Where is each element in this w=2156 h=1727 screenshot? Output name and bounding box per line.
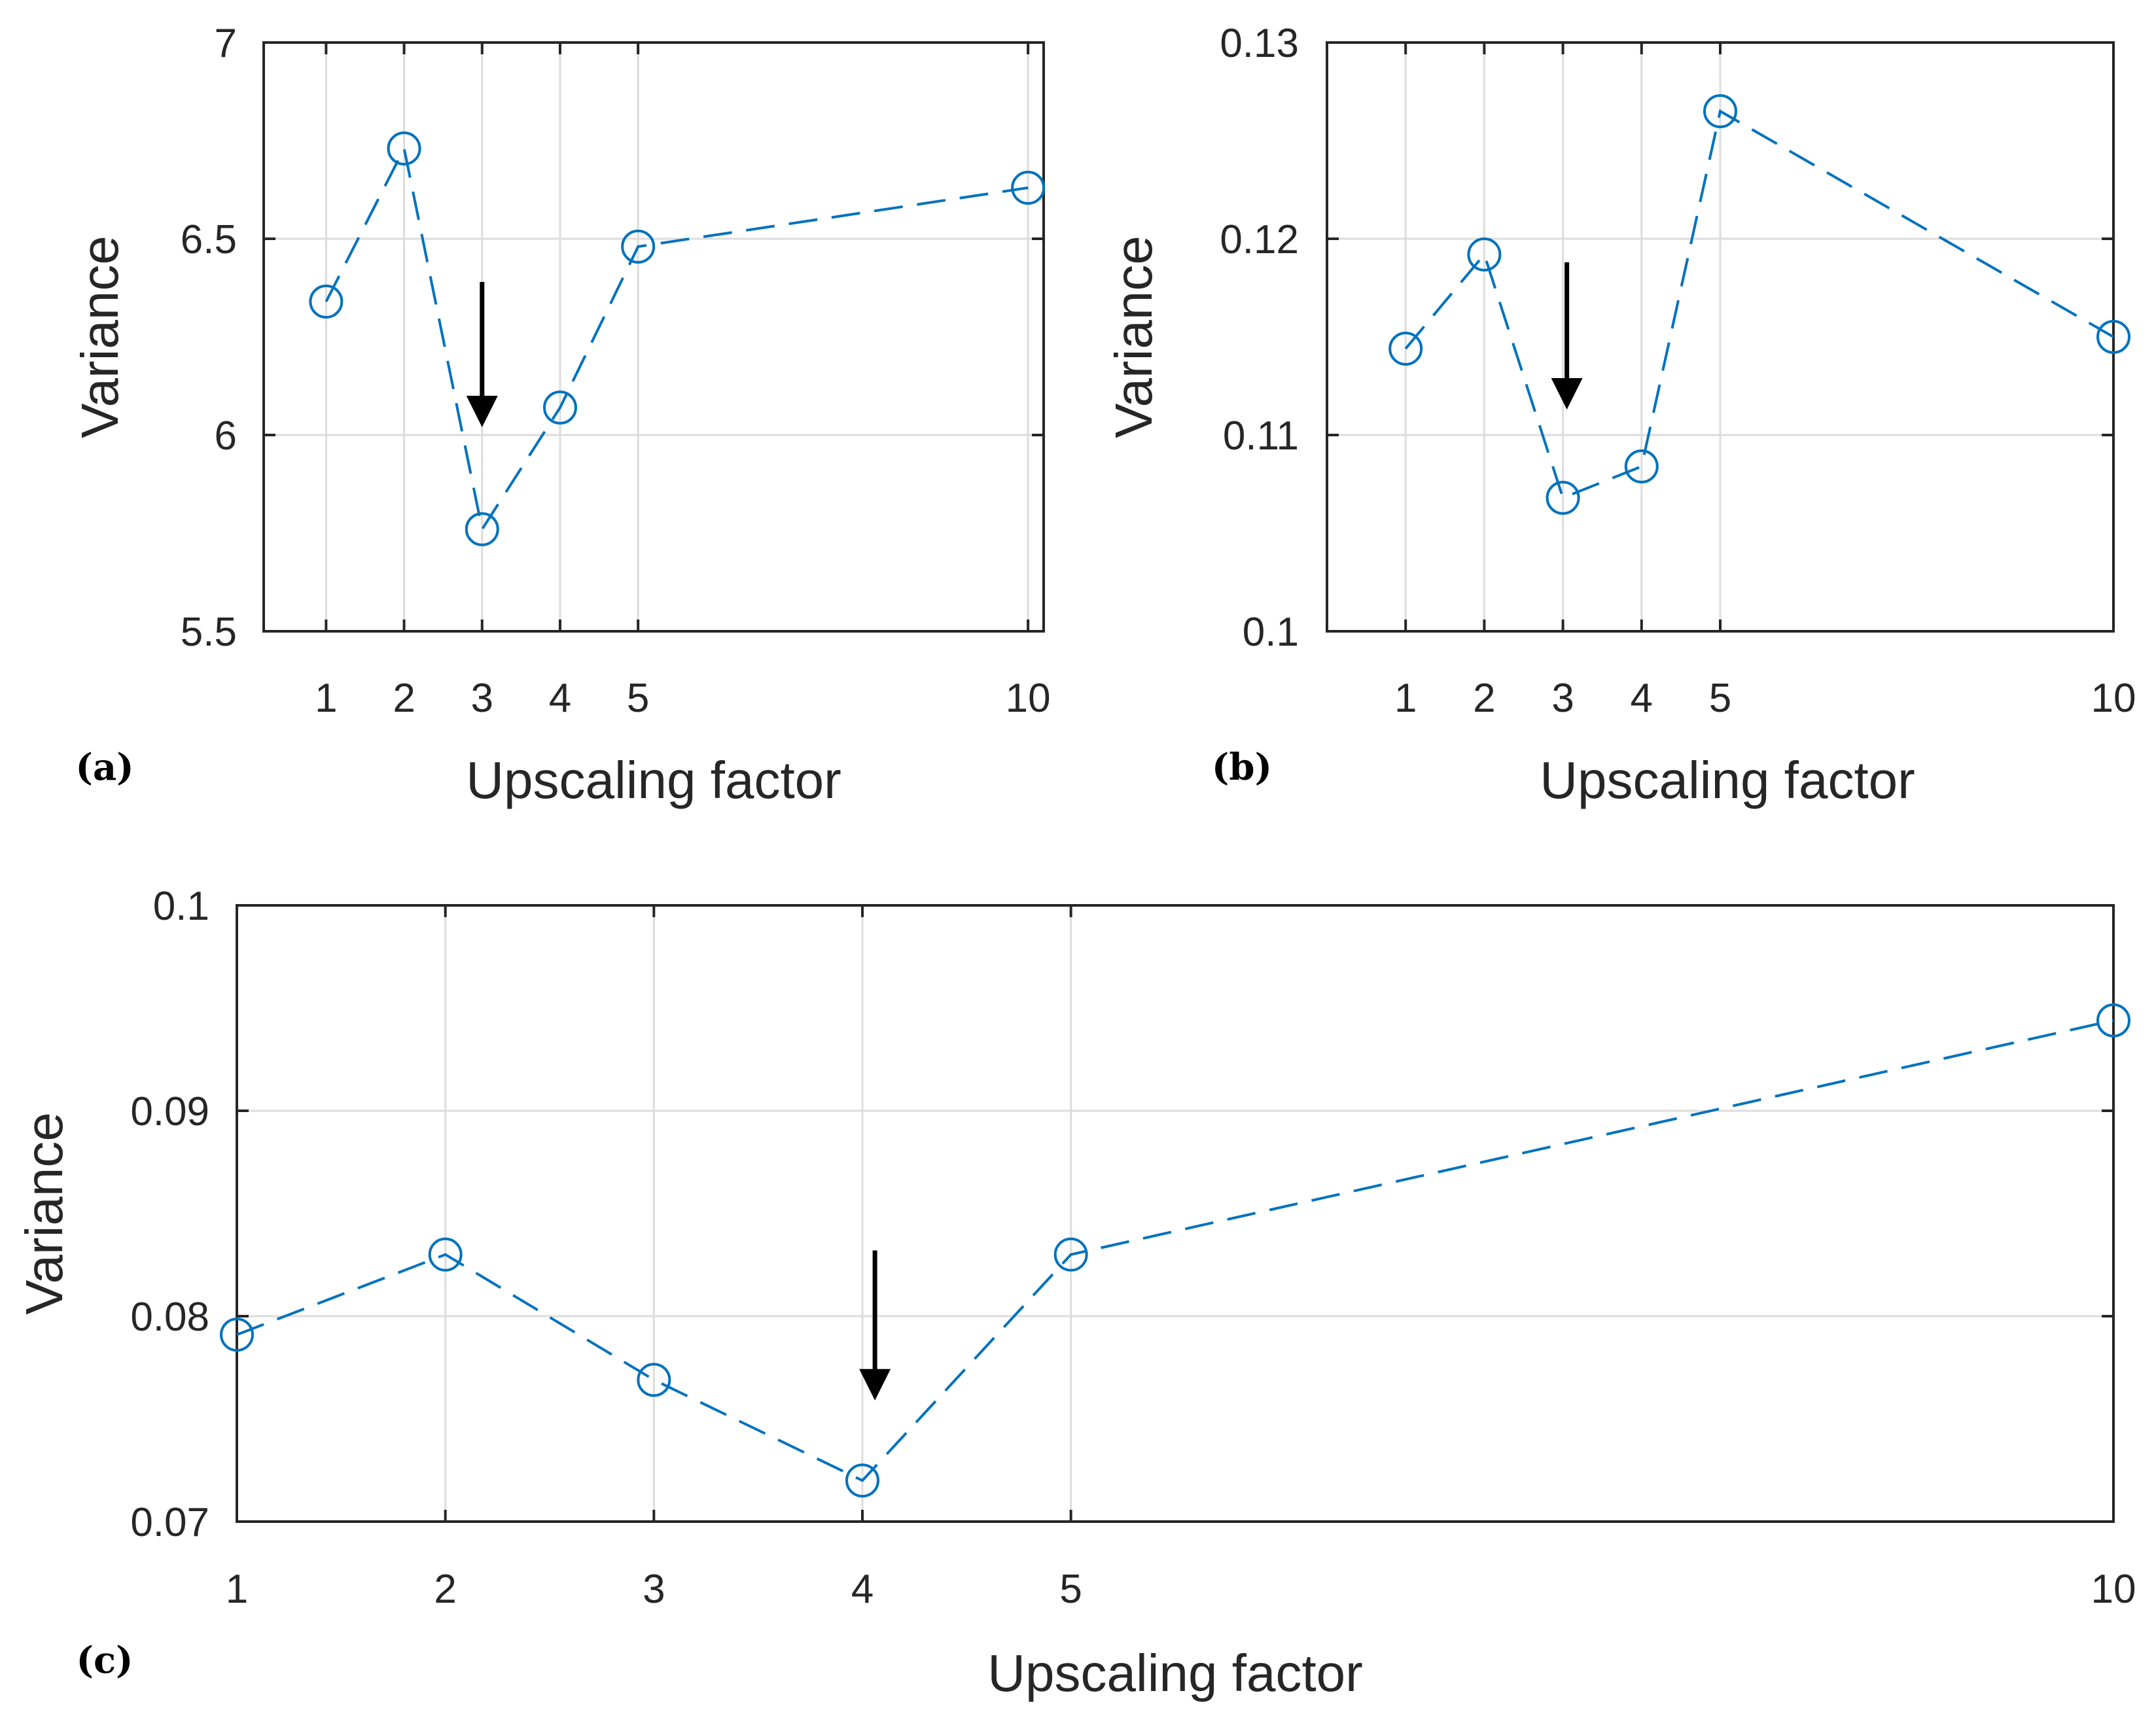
x-tick-label: 10 bbox=[1006, 676, 1051, 721]
data-point bbox=[387, 131, 421, 166]
y-tick-label: 6 bbox=[215, 413, 237, 459]
chart-panel-c: 1 2 3 4 5 10 0.07 0.08 0.09 0.1 Upscaling factor Va… bbox=[15, 884, 2136, 1702]
chart-panel-b: 1 2 3 4 5 10 0.1 0.11 0.12 0.13 Upscaling factor Va… bbox=[1105, 21, 2136, 809]
data-point bbox=[1467, 237, 1502, 271]
series-line bbox=[236, 1019, 2114, 1482]
data-point bbox=[1053, 1237, 1088, 1272]
annotation-arrow-head bbox=[466, 396, 498, 427]
data-point bbox=[465, 512, 499, 546]
y-axis-label: Variance bbox=[15, 1112, 73, 1315]
data-point bbox=[1546, 481, 1580, 515]
x-tick-label: 5 bbox=[1059, 1567, 1082, 1612]
y-axis-label: Variance bbox=[1105, 236, 1163, 438]
x-tick-label: 1 bbox=[1394, 676, 1417, 721]
y-tick-label: 0.08 bbox=[130, 1295, 209, 1340]
x-tick-label: 3 bbox=[1551, 676, 1574, 721]
data-point bbox=[2096, 320, 2130, 354]
x-tick-label: 1 bbox=[315, 676, 337, 721]
data-point bbox=[2096, 1003, 2130, 1038]
x-tick-label: 1 bbox=[226, 1567, 248, 1612]
series-line bbox=[1404, 109, 2114, 500]
y-tick-label: 7 bbox=[215, 21, 237, 66]
x-tick-label: 4 bbox=[1631, 676, 1653, 721]
data-point bbox=[428, 1237, 463, 1272]
y-tick-label: 0.07 bbox=[130, 1500, 209, 1545]
panel-label: (b) bbox=[1212, 746, 1272, 789]
x-tick-label: 3 bbox=[643, 1567, 665, 1612]
data-point bbox=[542, 391, 577, 425]
data-point bbox=[309, 285, 344, 319]
x-tick-label: 10 bbox=[2091, 676, 2136, 721]
y-tick-label: 5.5 bbox=[181, 610, 237, 655]
x-axis-label: Upscaling factor bbox=[466, 751, 841, 809]
y-tick-label: 0.1 bbox=[153, 884, 209, 929]
y-tick-label: 0.12 bbox=[1220, 217, 1299, 262]
x-tick-label: 4 bbox=[549, 676, 571, 721]
data-point bbox=[637, 1363, 671, 1397]
x-tick-label: 2 bbox=[1473, 676, 1495, 721]
panel-label: (c) bbox=[76, 1639, 133, 1682]
y-axis-label: Variance bbox=[71, 236, 129, 438]
series-line bbox=[325, 144, 1029, 533]
axes-frame bbox=[236, 904, 2115, 1523]
x-tick-label: 5 bbox=[627, 676, 649, 721]
x-tick-label: 3 bbox=[471, 676, 493, 721]
data-point bbox=[1703, 94, 1737, 128]
x-tick-label: 10 bbox=[2091, 1567, 2136, 1612]
y-tick-label: 0.13 bbox=[1220, 21, 1299, 66]
panel-label: (a) bbox=[75, 746, 133, 789]
x-axis-label: Upscaling factor bbox=[987, 1644, 1363, 1702]
y-tick-label: 0.09 bbox=[130, 1089, 209, 1134]
annotation-arrow-head bbox=[859, 1369, 891, 1401]
y-tick-label: 0.11 bbox=[1223, 413, 1299, 459]
y-tick-label: 0.1 bbox=[1243, 610, 1299, 655]
x-tick-label: 2 bbox=[393, 676, 415, 721]
data-point bbox=[220, 1317, 254, 1352]
x-tick-label: 2 bbox=[434, 1567, 456, 1612]
data-point bbox=[1388, 332, 1423, 366]
chart-panel-a: 1 2 3 4 5 10 5.5 6 6.5 7 Upscaling factor Variance (… bbox=[71, 21, 1051, 809]
data-point bbox=[1011, 171, 1046, 205]
annotation-arrow-head bbox=[1551, 378, 1583, 410]
data-point bbox=[1624, 449, 1659, 483]
axes-frame bbox=[262, 41, 1045, 633]
x-tick-label: 5 bbox=[1709, 676, 1731, 721]
data-point bbox=[621, 230, 656, 264]
y-tick-label: 6.5 bbox=[181, 217, 237, 262]
x-axis-label: Upscaling factor bbox=[1540, 751, 1915, 809]
data-point bbox=[845, 1463, 879, 1498]
x-tick-label: 4 bbox=[851, 1567, 874, 1612]
